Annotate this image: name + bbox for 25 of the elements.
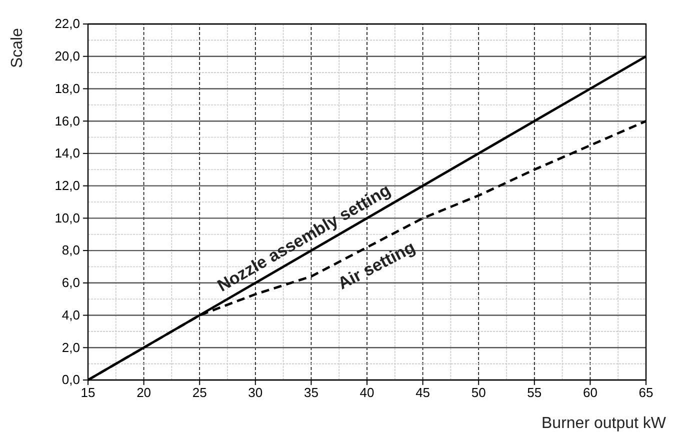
y-tick-label: 12,0 [54,178,80,193]
x-tick-label: 55 [527,385,542,400]
x-tick-label: 25 [192,385,207,400]
x-tick-label: 65 [638,385,654,400]
x-tick-label: 50 [471,385,486,400]
y-tick-label: 0,0 [62,372,80,388]
y-tick-label: 14,0 [54,146,80,161]
y-tick-label: 2,0 [62,340,80,355]
y-tick-label: 22,0 [54,16,80,32]
y-tick-label: 10,0 [54,210,80,226]
y-tick-label: 18,0 [54,80,80,96]
y-tick-label: 6,0 [62,275,80,290]
x-tick-label: 20 [136,385,152,400]
x-tick-label: 15 [80,385,96,400]
y-axis-title: Scale [9,28,26,68]
x-tick-label: 35 [304,385,318,400]
x-axis-title: Burner output kW [542,415,667,432]
x-tick-label: 45 [416,385,430,400]
y-tick-label: 8,0 [62,242,80,258]
y-tick-label: 20,0 [54,48,80,64]
y-tick-label: 16,0 [54,113,80,128]
y-tick-label: 4,0 [62,307,80,322]
x-tick-label: 60 [582,385,598,400]
x-tick-label: 30 [248,385,263,400]
x-tick-label: 40 [360,385,374,400]
